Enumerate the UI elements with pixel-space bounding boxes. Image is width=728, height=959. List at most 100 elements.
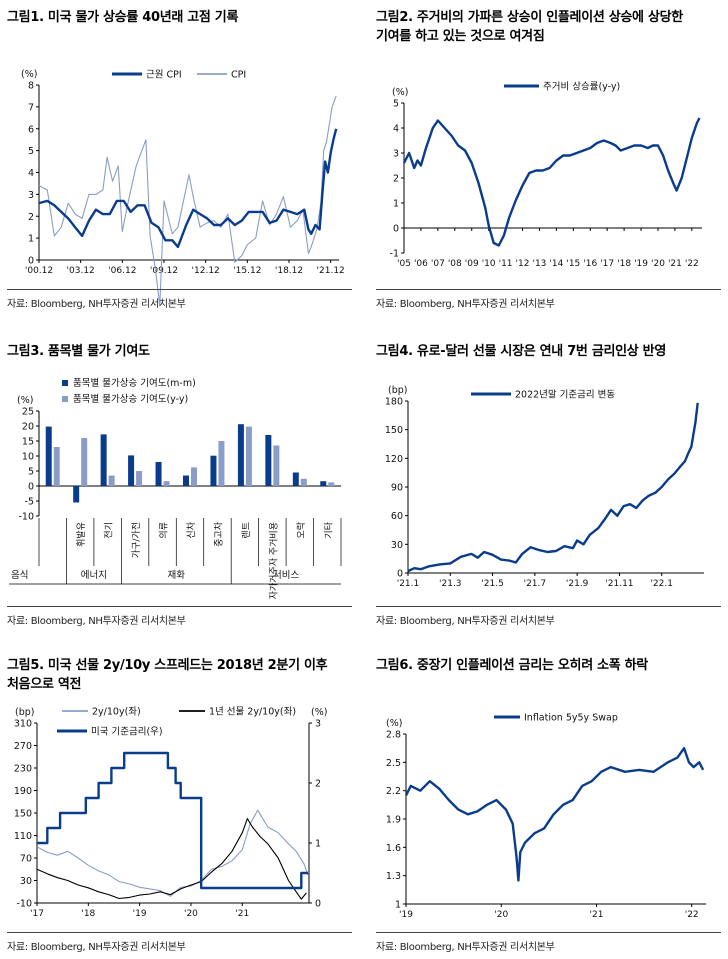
y-tick-label: 5: [28, 146, 34, 157]
x-tick-label: '21.5: [481, 579, 504, 589]
x-tick-label: '17: [600, 259, 614, 269]
bar: [191, 467, 197, 486]
bar: [155, 462, 162, 486]
bar: [300, 478, 307, 486]
y-tick-label: 270: [14, 741, 32, 752]
x-tick-label: '07: [431, 259, 445, 269]
x-tick-label: '18.12: [275, 266, 303, 276]
bar: [273, 445, 280, 486]
panel-1: 그림1. 미국 물가 상승률 40년래 고점 기록 0 1 2 3 4 5 6 7 8 (%) '0…: [7, 8, 352, 313]
figure-title: 그림5. 미국 선물 2y/10y 스프레드는 2018년 2분기 이후 처음으…: [7, 658, 328, 692]
category-label: 자가거주자 주거비용: [268, 522, 279, 599]
y-tick-label: 0: [397, 569, 403, 580]
x-tick-label: '20: [494, 910, 508, 920]
legend-core-cpi-label: 근원 CPI: [146, 70, 182, 81]
legend-cpi-label: CPI: [231, 70, 246, 81]
y-tick-label: 2.2: [386, 786, 401, 797]
x-tick-label: '22: [685, 259, 699, 269]
category-label: 신차: [185, 521, 197, 538]
y-tick-label: 120: [385, 454, 403, 465]
y-tick-label: 150: [14, 809, 32, 820]
y-tick-label: 8: [28, 81, 34, 92]
y-tick-label: 0: [28, 482, 34, 493]
y-tick-label: 2: [393, 174, 399, 185]
y-tick-label: 25: [22, 407, 34, 418]
series-fed-rate-line: [37, 751, 308, 890]
series-futures-2y10y-line: [36, 818, 307, 900]
y-tick-label: 4: [393, 124, 399, 135]
x-tick-label: '06.12: [108, 266, 136, 276]
series-2y10y-line: [36, 809, 309, 897]
x-tick-label: '18: [617, 259, 631, 269]
y-tick-label: 230: [14, 764, 32, 775]
category-label: 렌트: [241, 522, 252, 539]
x-tick-label: '21.7: [524, 579, 547, 589]
y-unit-label: (%): [17, 395, 33, 406]
series-core-cpi-line: [38, 128, 338, 249]
bar: [265, 435, 272, 486]
y-tick-label: 310: [14, 719, 32, 730]
y-tick-label: 190: [14, 786, 32, 797]
y-tick-label: 2.5: [386, 758, 401, 769]
x-tick-label: '21.12: [317, 266, 345, 276]
chart-contribution: -10 -5 0 5 10 15 20 25(%) 휘발유 전기 가구/가전 의류 신차 중고차 렌트 자가거…: [9, 377, 342, 599]
panel-6: 그림6. 중장기 인플레이션 금리는 오히려 소폭 하락 1 1.3 1.6 1.9 2…: [376, 656, 721, 956]
figure-title: 그림3. 품목별 물가 기여도: [7, 344, 150, 359]
y-right-tick-label: 3: [315, 719, 321, 730]
x-tick-label: '06: [414, 259, 428, 269]
y-tick-label: 180: [385, 397, 403, 408]
x-tick-label: '17: [30, 909, 44, 919]
source-note: 자료: Bloomberg, NH투자증권 리서치본부: [376, 942, 555, 953]
bar: [183, 475, 189, 486]
y-tick-label: 5: [28, 467, 34, 478]
legend-5y5y-label: Inflation 5y5y Swap: [524, 713, 618, 724]
y-tick-label: 0: [28, 256, 34, 267]
x-tick-label: '00.12: [25, 266, 53, 276]
x-tick-label: '21.3: [439, 579, 462, 589]
y-tick-label: 2: [28, 212, 34, 223]
y-tick-label: 150: [385, 425, 403, 436]
y-tick-label: 20: [22, 422, 34, 433]
x-tick-label: '03.12: [67, 266, 95, 276]
y-right-tick-label: 2: [315, 779, 321, 790]
y-tick-label: 7: [28, 102, 34, 113]
x-tick-label: '21: [668, 259, 682, 269]
y-right-tick-label: 1: [315, 839, 321, 850]
chart-housing: -1012345(%)'05'06'07'08'09'10'11'12'13'1…: [390, 82, 702, 269]
divider: [7, 932, 352, 933]
bar: [210, 455, 217, 486]
y-tick-label: 90: [391, 483, 403, 494]
chart-5y5y: 1 1.3 1.6 1.9 2.2 2.5 2.8(%) '19 '20 '21 '22 Inflat…: [386, 713, 706, 920]
y-tick-label: 4: [28, 168, 34, 179]
legend-swatch: [62, 396, 68, 402]
series-rate-change-line: [407, 402, 699, 573]
figure-title: 그림2. 주거비의 가파른 상승이 인플레이션 상승에 상당한 기여를 하고 있…: [376, 10, 683, 44]
chart-core-cpi: 0 1 2 3 4 5 6 7 8(%) '00.12 '03.12 '06.12 '09.12 '12.…: [21, 69, 345, 307]
source-note: 자료: Bloomberg, NH투자증권 리서치본부: [7, 942, 186, 953]
bar: [128, 455, 135, 486]
figure-title: 그림6. 중장기 인플레이션 금리는 오히려 소폭 하락: [376, 658, 648, 673]
y-unit-label: (%): [386, 718, 402, 729]
bar: [53, 447, 60, 486]
x-tick-label: '21.9: [566, 579, 589, 589]
y-tick-label: -1: [390, 249, 399, 260]
x-tick-label: '21.11: [605, 579, 633, 589]
bar: [218, 441, 225, 486]
y-tick-label: 3: [393, 149, 399, 160]
bar: [163, 481, 170, 486]
x-tick-label: '20: [651, 259, 665, 269]
x-tick-label: '16: [583, 259, 597, 269]
divider: [7, 606, 352, 607]
legend-housing-label: 주거비 상승률(y-y): [543, 82, 620, 93]
bar: [73, 486, 80, 503]
figure-title: 그림1. 미국 물가 상승률 40년래 고점 기록: [7, 10, 239, 25]
y-unit-label: (%): [21, 69, 37, 80]
source-note: 자료: Bloomberg, NH투자증권 리서치본부: [7, 616, 186, 627]
bar: [100, 434, 107, 486]
x-tick-label: '19: [634, 259, 648, 269]
y-unit-label: (%): [392, 87, 408, 98]
bar: [292, 472, 299, 486]
y-tick-label: 60: [391, 511, 403, 522]
y-tick-label: 1.9: [386, 815, 401, 826]
bar: [81, 438, 88, 486]
